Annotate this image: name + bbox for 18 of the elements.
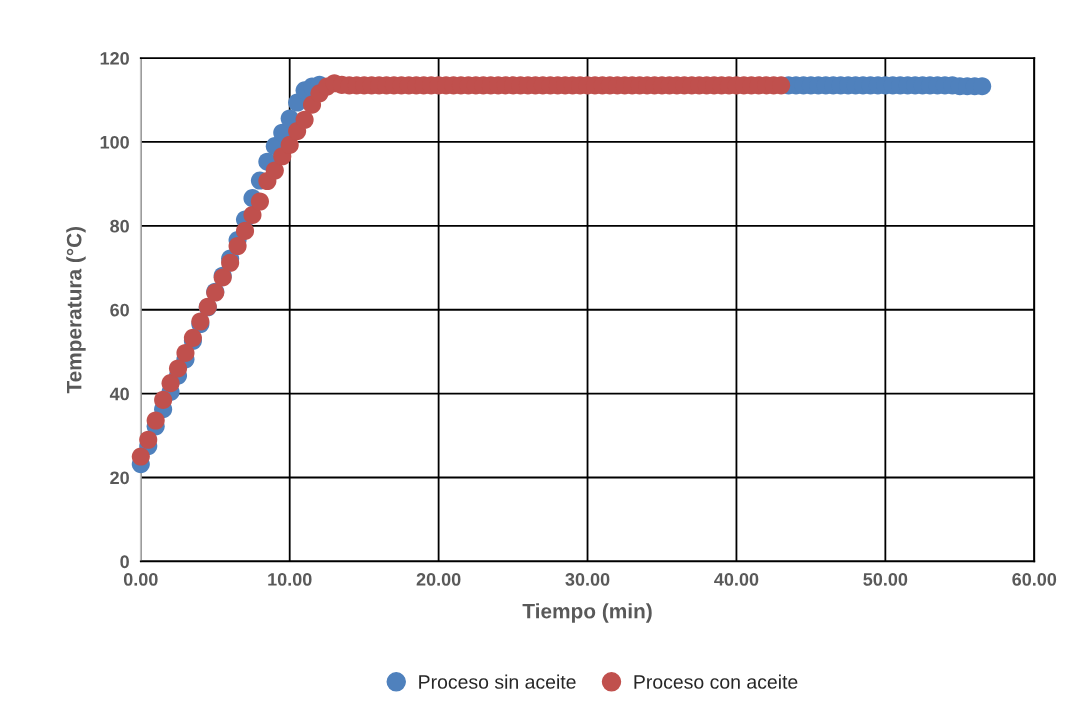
x-tick-label: 0.00 [123,573,158,586]
y-tick-label: 40 [109,387,129,401]
y-tick-label: 20 [110,471,129,485]
x-tick-label: 50.00 [863,573,908,586]
x-tick-label: 20.00 [416,573,461,586]
legend-label: Proceso sin aceite [419,674,576,689]
y-tick-label: 120 [100,52,129,65]
y-axis-title: Temperatura (°C) [66,226,86,394]
x-tick-label: 10.00 [268,573,312,586]
x-axis-title: Tiempo (min) [522,603,652,623]
y-tick-label: 60 [110,303,129,317]
x-tick-label: 30.00 [565,573,610,586]
x-tick-label: 40.00 [714,573,759,586]
y-tick-label: 100 [100,135,129,149]
y-tick-label: 0 [120,555,129,569]
y-tick-label: 80 [110,219,129,233]
x-tick-label: 60.00 [1012,573,1057,586]
legend-label: Proceso con aceite [634,674,798,689]
